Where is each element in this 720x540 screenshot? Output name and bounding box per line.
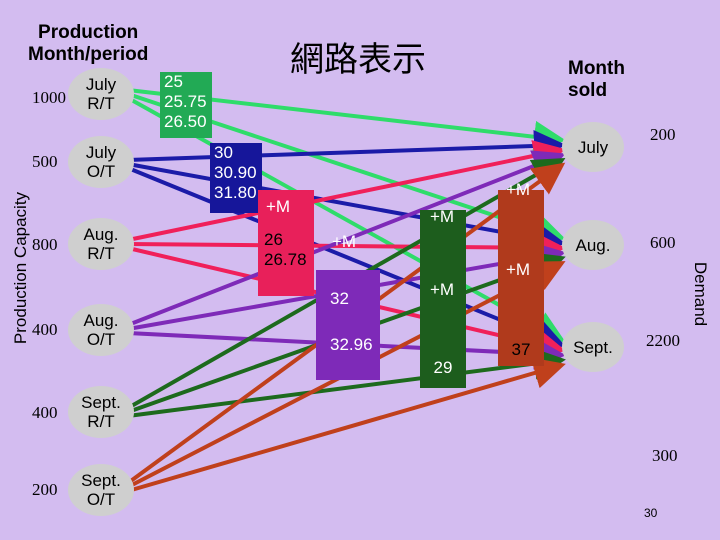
- arrow-augot-july: [127, 150, 566, 327]
- cost-box-july-ot: 30 30.90 31.80: [210, 143, 262, 213]
- source-node-sept-rt: Sept. R/T: [68, 386, 134, 438]
- demand-july: 200: [650, 125, 676, 144]
- plus-m-mark: +M: [430, 207, 455, 226]
- dummy-demand: 300: [652, 446, 678, 465]
- cost-values: 37: [511, 340, 531, 359]
- cost-box-july-rt: 25 25.75 26.50: [160, 72, 212, 138]
- plus-m-mark: +M: [332, 232, 357, 251]
- month-sold-header: Month sold: [568, 58, 625, 101]
- arrow-julyot-sept: [127, 166, 566, 350]
- capacity-sept-rt: 400: [32, 403, 58, 422]
- source-node-aug-ot: Aug. O/T: [68, 304, 134, 356]
- sink-node-july: July: [562, 122, 624, 172]
- arrow-julyot-july: [127, 129, 566, 162]
- sink-label: July: [577, 137, 609, 157]
- capacity-july-ot: 500: [32, 152, 58, 171]
- cost-values: 26 26.78: [264, 230, 307, 269]
- sink-node-sept: Sept.: [562, 322, 624, 372]
- sink-node-aug: Aug.: [562, 220, 624, 270]
- source-label: Sept. O/T: [81, 471, 121, 509]
- capacity-aug-rt: 800: [32, 235, 58, 254]
- source-label: Sept. R/T: [81, 393, 121, 431]
- cost-box-aug-ot: 32 32.96: [316, 270, 380, 380]
- cost-box-sept-rt: 29: [420, 210, 466, 388]
- sink-label: Aug.: [575, 235, 611, 255]
- demand-label: Demand: [691, 261, 710, 327]
- demand-sept: 2200: [646, 331, 680, 350]
- sink-label: Sept.: [573, 337, 613, 357]
- source-node-july-ot: July O/T: [68, 136, 134, 188]
- arrow-julyot-aug: [127, 162, 566, 254]
- source-node-aug-rt: Aug. R/T: [68, 218, 134, 270]
- plus-m-mark: +M: [506, 260, 531, 279]
- cost-values: 30 30.90 31.80: [214, 143, 257, 202]
- plus-m-mark: +M: [266, 197, 291, 216]
- plus-m-mark: +M: [506, 180, 531, 199]
- production-capacity-label: Production Capacity: [11, 191, 30, 345]
- source-node-sept-ot: Sept. O/T: [68, 464, 134, 516]
- arrow-septot-sept: [127, 357, 566, 493]
- arrow-augrt-july: [127, 140, 566, 242]
- plus-m-mark: +M: [430, 280, 455, 299]
- cost-box-aug-rt: 26 26.78: [258, 190, 314, 296]
- capacity-aug-ot: 400: [32, 320, 58, 339]
- source-node-july-rt: July R/T: [68, 68, 134, 120]
- page-number: 30: [644, 506, 658, 520]
- capacity-sept-ot: 200: [32, 480, 58, 499]
- source-label: Aug. O/T: [83, 311, 119, 349]
- production-header: Production Month/period: [28, 22, 149, 65]
- cost-values: 32 32.96: [330, 289, 373, 354]
- arrow-augrt-aug: [127, 231, 566, 264]
- cost-box-sept-ot: 37: [498, 190, 544, 366]
- capacity-july-rt: 1000: [32, 88, 66, 107]
- slide-title: 網路表示: [290, 40, 426, 80]
- arrow-septrt-sept: [127, 347, 566, 418]
- demand-aug: 600: [650, 233, 676, 252]
- source-label: July R/T: [85, 75, 117, 113]
- cost-values: 25 25.75 26.50: [164, 72, 207, 131]
- source-label: July O/T: [85, 143, 117, 181]
- source-label: Aug. R/T: [83, 225, 119, 263]
- cost-values: 29: [433, 358, 453, 377]
